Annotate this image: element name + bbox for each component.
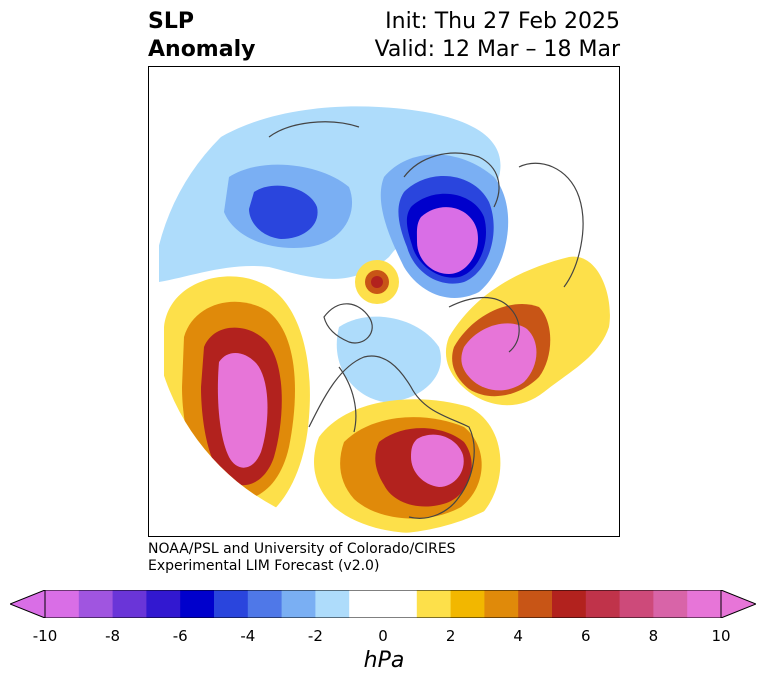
colorbar-swatch [619, 590, 654, 618]
map-svg [159, 106, 610, 534]
colorbar-swatch [281, 590, 316, 618]
colorbar-outline [44, 590, 722, 618]
valid-range: Valid: 12 Mar – 18 Mar [374, 37, 620, 62]
colorbar-arrow-left [10, 590, 46, 618]
anomaly-pos-pacific-max [217, 352, 268, 468]
colorbar-tick-label: -4 [240, 627, 256, 645]
colorbar-tick-label: 6 [581, 627, 591, 645]
colorbar-swatch [653, 590, 688, 618]
title-line-2: Anomaly [148, 37, 256, 62]
anomaly-map [148, 66, 620, 537]
colorbar-swatch [349, 590, 384, 618]
anomaly-neg-siberia-core [249, 185, 318, 239]
colorbar-swatch [78, 590, 114, 618]
colorbar-swatch [484, 590, 519, 618]
colorbar-swatch [552, 590, 587, 618]
anomaly-neg-broad-2 [336, 316, 441, 402]
colorbar-swatch [146, 590, 181, 618]
colorbar-swatch [687, 590, 722, 618]
credit-line-2: Experimental LIM Forecast (v2.0) [148, 558, 380, 574]
colorbar-tick-label: -8 [105, 627, 121, 645]
credit-line-1: NOAA/PSL and University of Colorado/CIRE… [148, 541, 456, 557]
map-title: SLP Anomaly [148, 8, 255, 64]
colorbar-tick-label: 2 [445, 627, 456, 645]
colorbar-unit: hPa [363, 648, 405, 673]
anomaly-neg-min [416, 207, 478, 274]
colorbar-tick-label: -10 [32, 627, 58, 645]
title-line-1: SLP [148, 9, 194, 34]
colorbar-tick-label: -2 [307, 627, 323, 645]
colorbar-swatch [247, 590, 283, 618]
colorbar-tick-label: 8 [648, 627, 659, 645]
init-date: Init: Thu 27 Feb 2025 [385, 9, 620, 34]
colorbar-arrow-right [720, 590, 756, 618]
colorbar [10, 590, 756, 618]
colorbar-swatch [585, 590, 621, 618]
colorbar-swatch [450, 590, 485, 618]
colorbar-swatch [315, 590, 350, 618]
colorbar-swatch [180, 590, 215, 618]
anomaly-pos-arctic-max [371, 276, 383, 288]
colorbar-swatch [112, 590, 147, 618]
forecast-dates: Init: Thu 27 Feb 2025 Valid: 12 Mar – 18… [375, 8, 620, 64]
anomaly-pos-na-max [411, 434, 464, 487]
colorbar-swatch [416, 590, 452, 618]
colorbar-tick-label: 4 [513, 627, 523, 645]
coastlines [268, 121, 584, 519]
credit-text: NOAA/PSL and University of Colorado/CIRE… [148, 541, 456, 575]
colorbar-tick-label: 0 [378, 627, 388, 645]
colorbar-tick-label: -6 [172, 627, 188, 645]
colorbar-swatch [518, 590, 553, 618]
colorbar-swatch [383, 590, 418, 618]
colorbar-tick-label: 10 [711, 627, 731, 645]
colorbar-swatch [214, 590, 249, 618]
colorbar-swatch [45, 590, 80, 618]
